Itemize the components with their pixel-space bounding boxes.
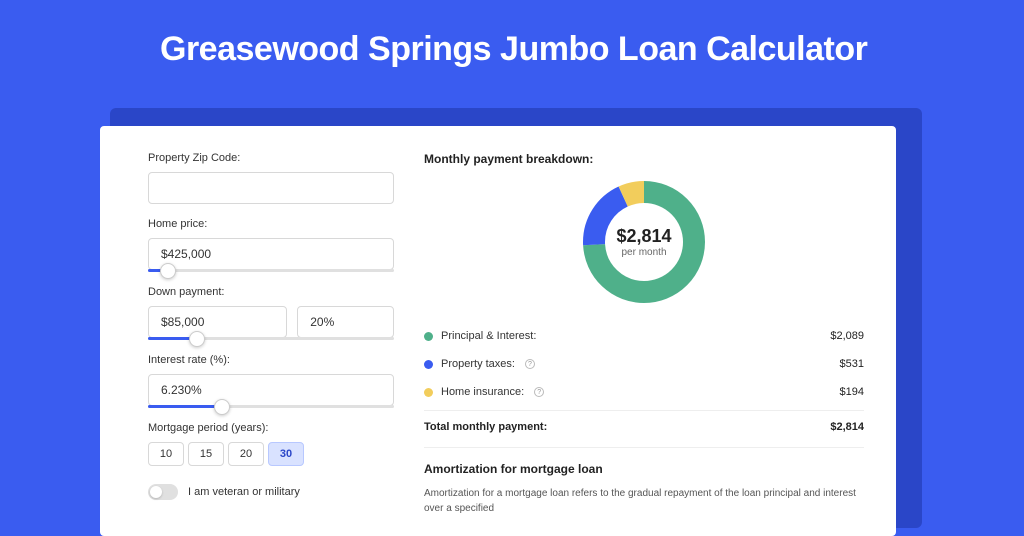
- legend-dot: [424, 388, 433, 397]
- down-payment-group: Down payment:: [148, 286, 394, 340]
- donut-amount: $2,814: [616, 226, 671, 247]
- zip-field-group: Property Zip Code:: [148, 152, 394, 204]
- period-option-10[interactable]: 10: [148, 442, 184, 466]
- breakdown-title: Monthly payment breakdown:: [424, 152, 864, 166]
- page-title: Greasewood Springs Jumbo Loan Calculator: [0, 0, 1024, 91]
- info-icon[interactable]: ?: [525, 359, 535, 369]
- total-row: Total monthly payment: $2,814: [424, 410, 864, 447]
- legend-value: $194: [840, 386, 864, 398]
- period-option-15[interactable]: 15: [188, 442, 224, 466]
- home-price-label: Home price:: [148, 218, 394, 230]
- legend-list: Principal & Interest: $2,089 Property taxe…: [424, 322, 864, 406]
- home-price-group: Home price:: [148, 218, 394, 272]
- legend-row: Property taxes:? $531: [424, 350, 864, 378]
- donut-chart-wrap: $2,814 per month: [424, 180, 864, 304]
- total-value: $2,814: [830, 421, 864, 433]
- legend-value: $2,089: [830, 330, 864, 342]
- period-option-20[interactable]: 20: [228, 442, 264, 466]
- down-payment-slider-thumb[interactable]: [189, 331, 205, 347]
- veteran-row: I am veteran or military: [148, 484, 394, 500]
- legend-label: Home insurance:: [441, 386, 524, 398]
- legend-row: Home insurance:? $194: [424, 378, 864, 406]
- down-payment-input[interactable]: [148, 306, 287, 338]
- calculator-card: Property Zip Code: Home price: Down paym…: [100, 126, 896, 536]
- zip-input[interactable]: [148, 172, 394, 204]
- legend-label: Principal & Interest:: [441, 330, 536, 342]
- home-price-input[interactable]: [148, 238, 394, 270]
- interest-slider-thumb[interactable]: [214, 399, 230, 415]
- legend-dot: [424, 332, 433, 341]
- veteran-toggle[interactable]: [148, 484, 178, 500]
- interest-group: Interest rate (%):: [148, 354, 394, 408]
- interest-label: Interest rate (%):: [148, 354, 394, 366]
- legend-dot: [424, 360, 433, 369]
- info-icon[interactable]: ?: [534, 387, 544, 397]
- period-group: Mortgage period (years): 10152030: [148, 422, 394, 466]
- total-label: Total monthly payment:: [424, 421, 547, 433]
- form-column: Property Zip Code: Home price: Down paym…: [148, 152, 394, 516]
- legend-value: $531: [840, 358, 864, 370]
- period-option-30[interactable]: 30: [268, 442, 304, 466]
- veteran-label: I am veteran or military: [188, 486, 300, 498]
- home-price-slider-thumb[interactable]: [160, 263, 176, 279]
- interest-slider[interactable]: [148, 405, 394, 408]
- legend-label: Property taxes:: [441, 358, 515, 370]
- down-payment-pct-input[interactable]: [297, 306, 394, 338]
- breakdown-column: Monthly payment breakdown: $2,814 per mo…: [424, 152, 864, 516]
- donut-center: $2,814 per month: [582, 180, 706, 304]
- legend-row: Principal & Interest: $2,089: [424, 322, 864, 350]
- donut-chart: $2,814 per month: [582, 180, 706, 304]
- period-label: Mortgage period (years):: [148, 422, 394, 434]
- down-payment-label: Down payment:: [148, 286, 394, 298]
- interest-input[interactable]: [148, 374, 394, 406]
- interest-slider-fill: [148, 405, 222, 408]
- amortization-title: Amortization for mortgage loan: [424, 462, 864, 476]
- donut-sub: per month: [621, 247, 666, 258]
- home-price-slider[interactable]: [148, 269, 394, 272]
- down-payment-slider[interactable]: [148, 337, 394, 340]
- zip-label: Property Zip Code:: [148, 152, 394, 164]
- period-options: 10152030: [148, 442, 394, 466]
- amortization-section: Amortization for mortgage loan Amortizat…: [424, 447, 864, 516]
